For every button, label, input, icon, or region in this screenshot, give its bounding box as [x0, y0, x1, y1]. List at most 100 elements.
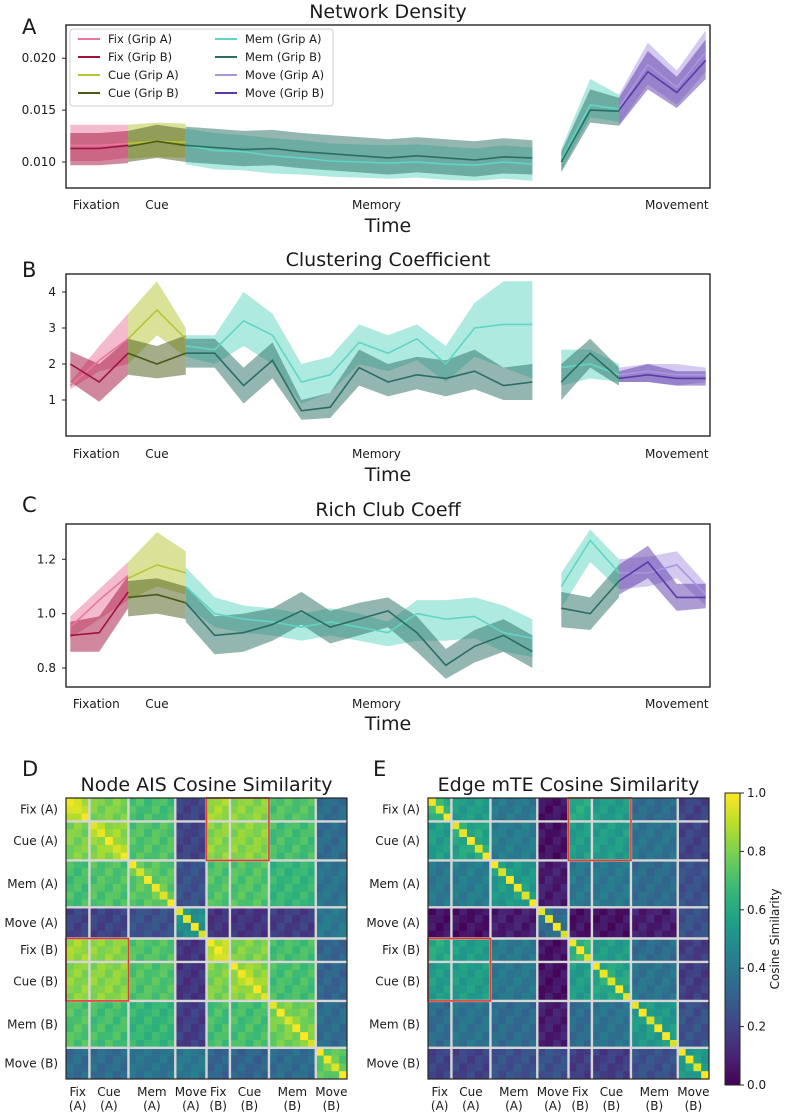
row-label: Cue (B) — [13, 974, 58, 988]
heatmap-cell — [638, 798, 647, 807]
col-label-sub: (A) — [505, 1099, 523, 1113]
heatmap-cell — [245, 907, 254, 916]
heatmap-cell — [136, 899, 145, 908]
heatmap-cell — [623, 829, 632, 838]
heatmap-cell — [467, 915, 476, 924]
heatmap-cell — [190, 829, 200, 838]
heatmap-cell — [323, 883, 332, 893]
heatmap-cell — [284, 837, 293, 846]
heatmap-cell — [66, 1047, 75, 1056]
heatmap-cell — [105, 821, 114, 830]
heatmap-cell — [490, 1008, 499, 1017]
heatmap-cell — [339, 985, 348, 994]
heatmap-cell — [315, 891, 324, 900]
heatmap-cell — [693, 985, 702, 994]
legend-entry: Mem (Grip A) — [245, 32, 322, 46]
heatmap-cell — [662, 1016, 671, 1025]
heatmap-cell — [198, 805, 207, 814]
heatmap-cell — [323, 907, 332, 916]
heatmap-cell — [175, 837, 184, 846]
series-line — [561, 363, 620, 376]
heatmap-cell — [482, 829, 491, 838]
heatmap-cell — [167, 969, 176, 978]
heatmap-cell — [323, 1039, 332, 1049]
heatmap-cell — [300, 1008, 309, 1017]
heatmap-cell — [315, 1008, 324, 1017]
heatmap-cell — [677, 938, 686, 947]
heatmap-cell — [474, 837, 483, 846]
heatmap-cell — [545, 930, 554, 939]
heatmap-cell — [214, 798, 223, 807]
heatmap-cell — [591, 938, 601, 947]
heatmap-cell — [144, 852, 153, 861]
heatmap-cell — [66, 907, 75, 916]
heatmap-cell — [144, 821, 153, 830]
heatmap-cell — [646, 969, 655, 978]
heatmap-cell — [685, 907, 694, 916]
heatmap-cell — [677, 899, 686, 908]
heatmap-cell — [630, 899, 640, 908]
heatmap-cell — [435, 922, 444, 932]
heatmap-cell — [237, 1016, 246, 1025]
heatmap-cell — [89, 1000, 98, 1010]
col-label-sub: (B) — [646, 1099, 664, 1113]
heatmap-cell — [105, 938, 114, 947]
heatmap-cell — [467, 1055, 476, 1064]
heatmap-cell — [237, 876, 246, 885]
heatmap-cell — [315, 993, 324, 1002]
heatmap-cell — [144, 1039, 153, 1049]
heatmap-cell — [615, 1055, 624, 1064]
heatmap-cell — [120, 915, 129, 924]
series-line — [70, 142, 129, 147]
heatmap-cell — [467, 977, 476, 986]
heatmap-cell — [568, 938, 577, 947]
heatmap-cell — [693, 961, 702, 971]
heatmap-cell — [66, 868, 75, 877]
heatmap-cell — [144, 868, 153, 877]
heatmap-cell — [591, 930, 601, 939]
heatmap-cell — [151, 837, 161, 846]
heatmap-cell — [552, 1024, 562, 1033]
heatmap-cell — [105, 1024, 114, 1033]
heatmap-cell — [284, 938, 293, 947]
heatmap-cell — [151, 805, 161, 814]
heatmap-cell — [443, 1039, 452, 1049]
heatmap-cell — [89, 821, 98, 830]
heatmap-cell — [120, 860, 129, 869]
heatmap-cell — [66, 837, 75, 846]
y-tick-label: 0.015 — [22, 103, 56, 117]
heatmap-cell — [474, 993, 483, 1002]
heatmap-cell — [167, 860, 176, 869]
heatmap-cell — [151, 899, 161, 908]
heatmap-cell — [167, 1016, 176, 1025]
legend-entry: Move (Grip A) — [245, 68, 324, 82]
heatmap-cell — [669, 993, 679, 1002]
heatmap-cell — [693, 922, 702, 932]
series-line — [185, 585, 533, 639]
heatmap-cell — [506, 1055, 515, 1064]
heatmap-cell — [261, 1071, 270, 1080]
heatmap-cell — [159, 1000, 168, 1010]
heatmap-cell — [615, 899, 624, 908]
heatmap-cell — [253, 1024, 262, 1033]
heatmap-cell — [159, 1024, 168, 1033]
heatmap-cell — [183, 860, 192, 869]
heatmap-cell — [276, 821, 285, 830]
heatmap-cell — [151, 954, 161, 963]
heatmap-cell — [623, 1047, 632, 1056]
heatmap-cell — [120, 883, 129, 893]
heatmap-cell — [81, 985, 90, 994]
heatmap-cell — [630, 954, 640, 963]
heatmap-cell — [159, 985, 168, 994]
heatmap-cell — [662, 1047, 671, 1056]
heatmap-cell — [599, 1032, 608, 1041]
heatmap-cell — [560, 946, 569, 955]
heatmap-cell — [105, 813, 114, 822]
heatmap-cell — [214, 946, 223, 955]
heatmap-cell — [339, 946, 348, 955]
heatmap-cell — [307, 1008, 317, 1017]
heatmap-cell — [229, 813, 239, 822]
heatmap-cell — [183, 915, 192, 924]
heatmap-cell — [693, 891, 702, 900]
heatmap-cell — [443, 876, 452, 885]
